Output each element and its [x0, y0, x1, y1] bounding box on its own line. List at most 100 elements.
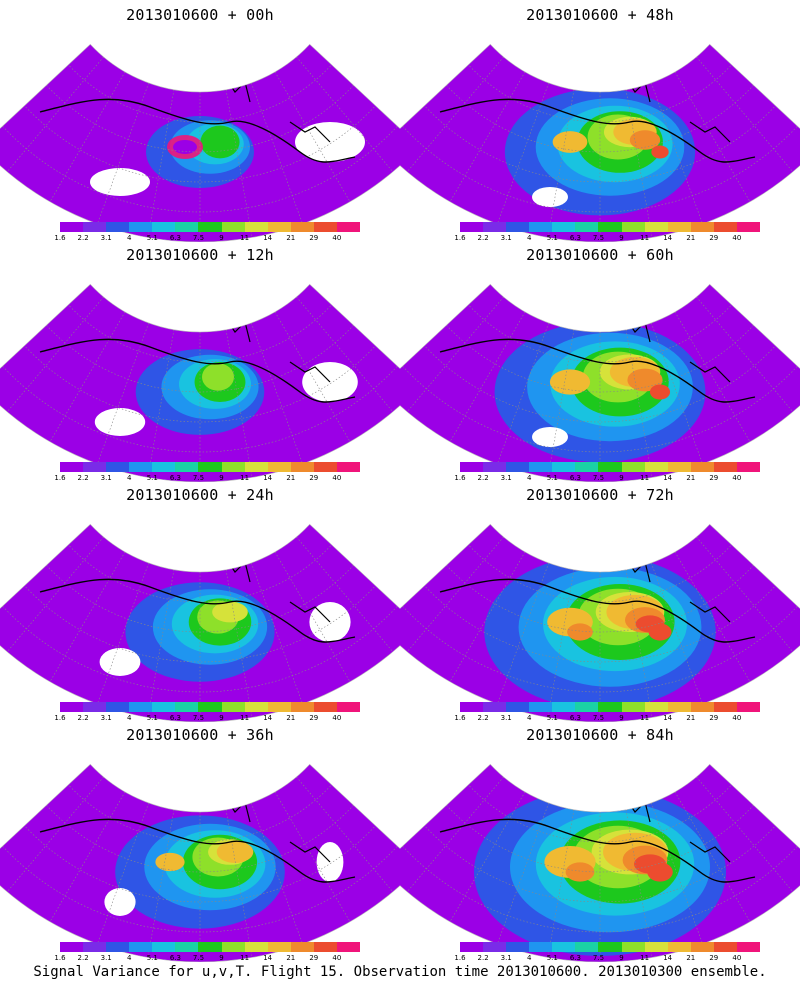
colorbar-swatch [152, 702, 176, 712]
colorbar-swatch [313, 942, 337, 952]
colorbar-tick-label: 9 [619, 234, 624, 242]
colorbar-swatch [644, 702, 668, 712]
colorbar-swatch [221, 942, 245, 952]
colorbar-tick-label: 4 [526, 474, 532, 482]
colorbar-swatch [736, 702, 761, 712]
colorbar-swatch [129, 942, 153, 952]
colorbar-tick-label: 3.1 [500, 474, 512, 482]
colorbar-swatch [267, 942, 291, 952]
colorbar-tick-label: 9 [619, 474, 624, 482]
forecast-panel: 2013010600 + 00h 1.6 2.2 3.1 4 5.1 6.3 7.5 9 11 14… [0, 0, 400, 243]
colorbar-swatch [152, 462, 176, 472]
colorbar-ticks: 1.6 2.2 3.1 4 5.1 6.3 7.5 9 11 14 21 29 40 [54, 234, 360, 243]
colorbar-tick-label: 2.2 [477, 474, 489, 482]
colorbar-swatch [313, 462, 337, 472]
colorbar-tick-label: 11 [240, 234, 250, 242]
colorbar-swatch [129, 462, 153, 472]
colorbar-tick-label: 29 [709, 714, 719, 722]
colorbar-tick-label: 29 [309, 474, 319, 482]
colorbar-tick-label: 4 [126, 474, 132, 482]
colorbar-ticks: 1.6 2.2 3.1 4 5.1 6.3 7.5 9 11 14 21 29 40 [454, 234, 760, 243]
colorbar-tick-label: 21 [286, 954, 296, 962]
forecast-panel: 2013010600 + 12h 1.6 2.2 3.1 4 5.1 6.3 7.5 9 11 14… [0, 240, 400, 483]
colorbar-tick-label: 21 [286, 714, 296, 722]
colorbar-tick-label: 7.5 [192, 474, 205, 482]
colorbar-tick-label: 29 [309, 954, 319, 962]
colorbar-swatch [713, 462, 737, 472]
colorbar-tick-label: 7.5 [192, 234, 205, 242]
colorbar [60, 942, 361, 952]
colorbar [460, 462, 761, 472]
colorbar-swatch [106, 942, 130, 952]
colorbar-swatch [736, 942, 761, 952]
colorbar-swatch [690, 942, 714, 952]
colorbar-tick-label: 14 [263, 474, 273, 482]
variance-map [0, 283, 400, 482]
panel-title: 2013010600 + 84h [526, 726, 674, 744]
variance-map [0, 763, 400, 962]
colorbar-tick-label: 14 [663, 954, 673, 962]
forecast-panel: 2013010600 + 60h 1.6 2.2 3.1 4 5.1 6.3 7.5 9 11 14… [400, 240, 800, 482]
colorbar-swatch [175, 222, 199, 232]
colorbar-tick-label: 29 [709, 474, 719, 482]
colorbar-swatch [83, 222, 107, 232]
colorbar-tick-label: 7.5 [592, 714, 605, 722]
colorbar-tick-label: 11 [640, 234, 650, 242]
panel-title: 2013010600 + 48h [526, 6, 674, 24]
colorbar-tick-label: 9 [619, 954, 624, 962]
variance-map [0, 523, 400, 722]
colorbar-tick-label: 11 [240, 954, 250, 962]
colorbar-tick-label: 40 [332, 474, 342, 482]
colorbar-tick-label: 6.3 [569, 234, 581, 242]
colorbar-tick-label: 2.2 [77, 234, 89, 242]
forecast-panel: 2013010600 + 24h 1.6 2.2 3.1 4 5.1 6.3 7.5 9 11 14… [0, 480, 400, 722]
colorbar-swatch [290, 702, 314, 712]
colorbar-swatch [552, 462, 576, 472]
colorbar-swatch [244, 222, 268, 232]
colorbar-tick-label: 40 [332, 954, 342, 962]
colorbar-tick-label: 3.1 [100, 474, 112, 482]
colorbar-swatch [483, 702, 507, 712]
colorbar-swatch [290, 222, 314, 232]
colorbar-tick-label: 2.2 [77, 474, 89, 482]
colorbar-swatch [621, 702, 645, 712]
colorbar-swatch [690, 222, 714, 232]
colorbar-swatch [644, 462, 668, 472]
colorbar-swatch [529, 942, 553, 952]
colorbar-tick-label: 9 [219, 714, 224, 722]
colorbar-swatch [575, 942, 599, 952]
colorbar-swatch [667, 942, 691, 952]
colorbar-swatch [690, 462, 714, 472]
colorbar-tick-label: 3.1 [100, 954, 112, 962]
colorbar-tick-label: 40 [732, 234, 742, 242]
colorbar-tick-label: 1.6 [54, 474, 66, 482]
colorbar-swatch [529, 702, 553, 712]
colorbar-swatch [598, 942, 622, 952]
colorbar-tick-label: 14 [263, 714, 273, 722]
colorbar-swatch [267, 702, 291, 712]
colorbar-swatch [552, 702, 576, 712]
colorbar-swatch [690, 702, 714, 712]
colorbar-ticks: 1.6 2.2 3.1 4 5.1 6.3 7.5 9 11 14 21 29 40 [54, 954, 360, 963]
colorbar-swatch [552, 222, 576, 232]
colorbar [460, 702, 761, 712]
colorbar-tick-label: 6.3 [169, 474, 181, 482]
colorbar-swatch [313, 222, 337, 232]
panel-title: 2013010600 + 00h [126, 6, 274, 24]
forecast-panel: 2013010600 + 84h 1.6 2.2 3.1 4 5.1 6.3 7.5 9 11 14… [400, 720, 800, 962]
colorbar-tick-label: 4 [526, 234, 532, 242]
colorbar-swatch [106, 462, 130, 472]
colorbar-tick-label: 11 [640, 714, 650, 722]
colorbar-tick-label: 9 [219, 234, 224, 242]
colorbar [60, 702, 361, 712]
colorbar-swatch [713, 942, 737, 952]
colorbar-swatch [152, 222, 176, 232]
colorbar-ticks: 1.6 2.2 3.1 4 5.1 6.3 7.5 9 11 14 21 29 40 [54, 474, 360, 483]
forecast-panel: 2013010600 + 72h 1.6 2.2 3.1 4 5.1 6.3 7.5 9 11 14… [400, 480, 800, 722]
colorbar-swatch [198, 462, 222, 472]
colorbar-tick-label: 40 [732, 954, 742, 962]
colorbar-tick-label: 40 [332, 714, 342, 722]
colorbar-tick-label: 14 [663, 474, 673, 482]
colorbar-swatch [506, 702, 530, 712]
colorbar-tick-label: 21 [686, 474, 696, 482]
